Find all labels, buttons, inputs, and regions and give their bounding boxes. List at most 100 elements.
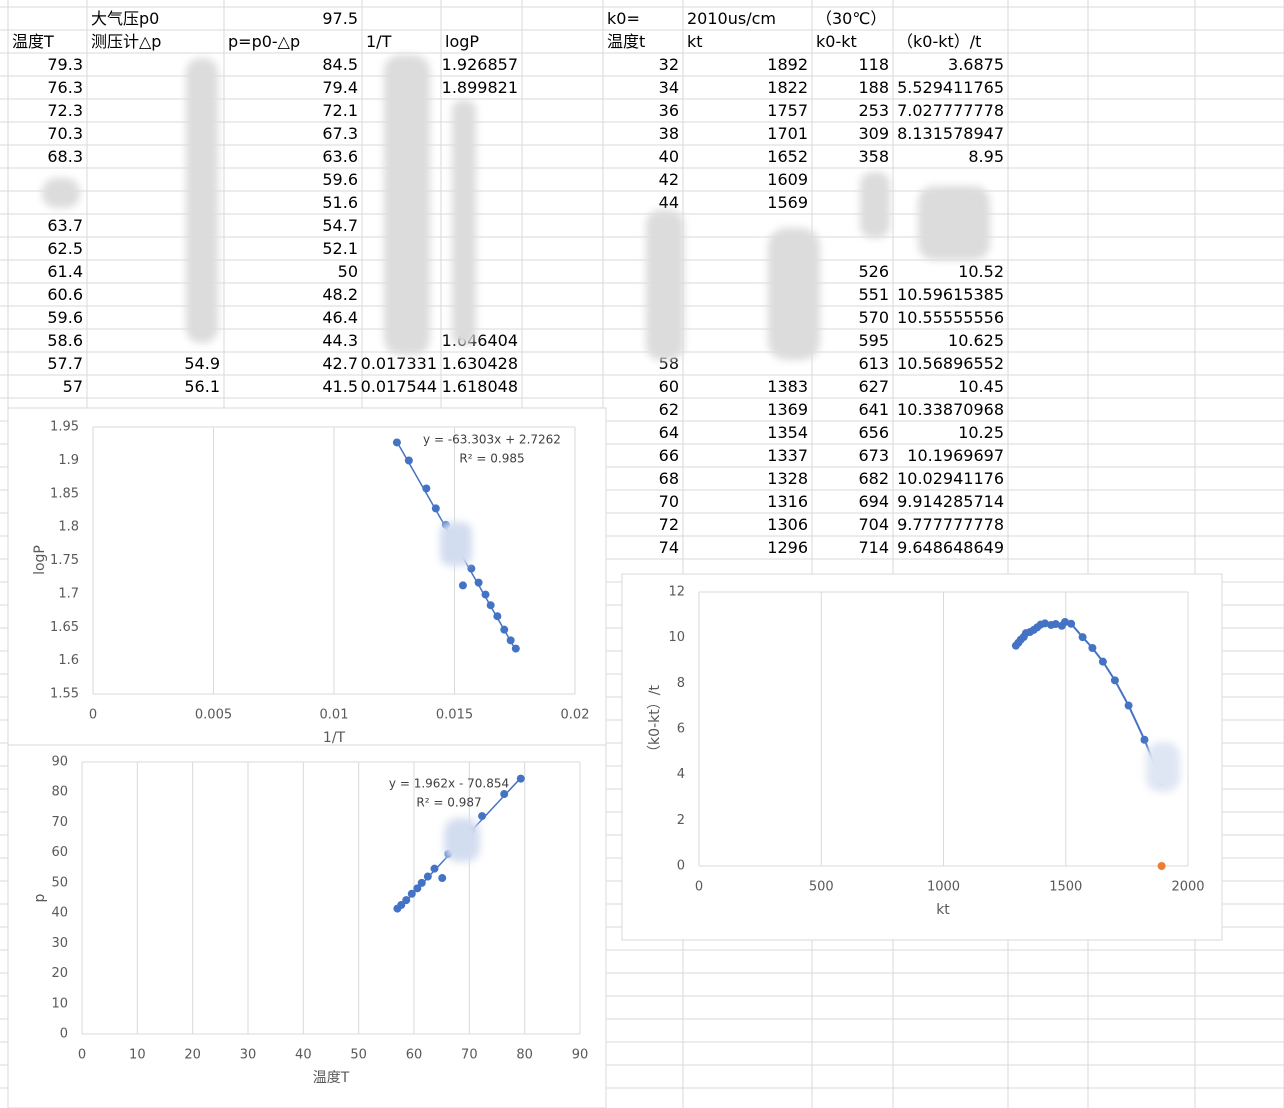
cell: 76.3 xyxy=(47,78,83,97)
cell: 7.027777778 xyxy=(897,101,1004,120)
x-tick-label: 0 xyxy=(89,708,97,723)
cell: 358 xyxy=(858,147,889,166)
x-tick-label: 0.01 xyxy=(320,708,349,723)
cell: 44 xyxy=(659,193,679,212)
cell: 1892 xyxy=(767,55,808,74)
annotation: R² = 0.985 xyxy=(459,452,524,466)
cell: 10.625 xyxy=(948,331,1004,350)
cell: 67.3 xyxy=(322,124,358,143)
cell: 64 xyxy=(659,423,679,442)
x-tick-label: 80 xyxy=(516,1048,533,1063)
y-tick-label: 1.6 xyxy=(58,653,79,668)
cell: 38 xyxy=(659,124,679,143)
cell: 309 xyxy=(858,124,889,143)
cell: 72 xyxy=(659,515,679,534)
cell: 2010us/cm xyxy=(687,9,776,28)
y-tick-label: 8 xyxy=(677,676,685,691)
x-axis-label: 1/T xyxy=(323,730,346,746)
cell: 48.2 xyxy=(322,285,358,304)
cell: 1328 xyxy=(767,469,808,488)
y-tick-label: 10 xyxy=(668,630,685,645)
y-tick-label: 20 xyxy=(51,966,68,981)
cell: 10.52 xyxy=(958,262,1004,281)
cell: 1.630428 xyxy=(442,354,518,373)
redaction xyxy=(646,210,684,360)
cell: 10.33870968 xyxy=(897,400,1004,419)
point xyxy=(481,590,490,599)
cell: 253 xyxy=(858,101,889,120)
x-tick-label: 30 xyxy=(240,1048,257,1063)
point xyxy=(467,564,476,573)
cell: 9.777777778 xyxy=(897,515,1004,534)
x-axis-label: kt xyxy=(936,902,950,918)
cell: 10.02941176 xyxy=(897,469,1004,488)
cell: 42.7 xyxy=(322,354,358,373)
point xyxy=(506,636,515,645)
cell: kt xyxy=(687,32,703,51)
point xyxy=(1140,735,1149,744)
cell: 44.3 xyxy=(322,331,358,350)
y-tick-label: 1.85 xyxy=(50,486,79,501)
y-tick-label: 80 xyxy=(51,785,68,800)
x-tick-label: 0 xyxy=(78,1048,86,1063)
cell: 1.618048 xyxy=(442,377,518,396)
cell: 0.017544 xyxy=(361,377,437,396)
cell: 84.5 xyxy=(322,55,358,74)
y-tick-label: 4 xyxy=(677,767,685,782)
x-tick-label: 20 xyxy=(184,1048,201,1063)
point xyxy=(393,904,402,913)
cell: 8.95 xyxy=(968,147,1004,166)
redaction xyxy=(42,178,80,208)
cell: 46.4 xyxy=(322,308,358,327)
cell: 测压计△p xyxy=(91,32,161,51)
point xyxy=(407,889,416,898)
cell: 52.1 xyxy=(322,239,358,258)
cell: 59.6 xyxy=(47,308,83,327)
chart-area xyxy=(7,744,607,1108)
cell: 57.7 xyxy=(47,354,83,373)
point xyxy=(417,878,426,887)
cell: 9.914285714 xyxy=(897,492,1004,511)
redaction xyxy=(918,186,990,260)
cell: 8.131578947 xyxy=(897,124,1004,143)
chart: 0 500 1000 1500 2000 0 2 4 6 8 10 12 kt （k0-kt）/t xyxy=(621,573,1223,941)
annotation: y = -63.303x + 2.7262 xyxy=(423,433,561,447)
y-tick-label: 50 xyxy=(51,875,68,890)
y-axis-label: p xyxy=(32,893,48,902)
cell: 1/T xyxy=(366,32,392,51)
cell: 10.25 xyxy=(958,423,1004,442)
cell: 32 xyxy=(659,55,679,74)
cell: 3.6875 xyxy=(948,55,1004,74)
point xyxy=(516,774,525,783)
x-tick-label: 2000 xyxy=(1171,880,1204,895)
point xyxy=(486,601,495,610)
point xyxy=(392,438,401,447)
point xyxy=(1088,643,1097,652)
cell: 641 xyxy=(858,400,889,419)
cell: 551 xyxy=(858,285,889,304)
cell: 温度T xyxy=(12,32,54,51)
y-tick-label: 1.65 xyxy=(50,620,79,635)
cell: 694 xyxy=(858,492,889,511)
cell: 118 xyxy=(858,55,889,74)
cell: 72.1 xyxy=(322,101,358,120)
cell: 9.648648649 xyxy=(897,538,1004,557)
point xyxy=(404,456,413,465)
cell: 温度t xyxy=(607,32,645,51)
cell: p=p0-△p xyxy=(228,32,300,51)
x-tick-label: 40 xyxy=(295,1048,312,1063)
cell: 10.59615385 xyxy=(897,285,1004,304)
point xyxy=(478,812,487,821)
cell: 54.7 xyxy=(322,216,358,235)
cell: 1609 xyxy=(767,170,808,189)
cell: 1822 xyxy=(767,78,808,97)
redaction xyxy=(444,818,480,862)
point xyxy=(1124,701,1133,710)
cell: 1569 xyxy=(767,193,808,212)
cell: 59.6 xyxy=(322,170,358,189)
cell: 34 xyxy=(659,78,679,97)
cell: 56.1 xyxy=(184,377,220,396)
cell: 68 xyxy=(659,469,679,488)
